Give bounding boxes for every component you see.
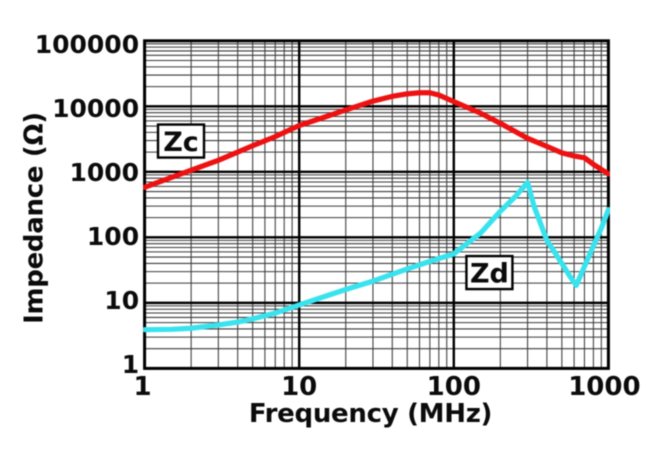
x-axis-title: Frequency (MHz)	[249, 399, 492, 429]
y-tick-labels: 1 10 100 1000 10000 100000	[35, 30, 139, 379]
y-tick-label: 1000	[70, 158, 140, 187]
zc-label: Zc	[163, 127, 199, 158]
zc-curve	[143, 90, 610, 190]
grid-minor-lines	[144, 40, 609, 369]
zd-label: Zd	[470, 259, 509, 290]
zc-label-box	[156, 123, 206, 159]
y-tick-label: 1	[122, 350, 139, 379]
x-tick-label: 10	[281, 372, 317, 402]
x-tick-label: 1000	[568, 372, 640, 402]
y-tick-label: 100000	[35, 30, 139, 59]
x-tick-label: 1	[134, 372, 152, 402]
x-tick-labels: 1 10 100 1000	[134, 372, 641, 402]
curves	[143, 90, 610, 333]
x-tick-label: 100	[427, 372, 481, 402]
zd-label-box	[465, 254, 514, 291]
y-tick-label: 10000	[52, 94, 139, 123]
y-tick-label: 10	[104, 286, 139, 315]
y-tick-label: 100	[87, 222, 139, 251]
grid-major-lines	[143, 39, 610, 370]
zd-curve	[143, 179, 610, 333]
y-axis-title: Impedance (Ω)	[20, 112, 50, 324]
series-labels: Zc Zd	[156, 123, 514, 291]
plot-border	[143, 39, 610, 370]
